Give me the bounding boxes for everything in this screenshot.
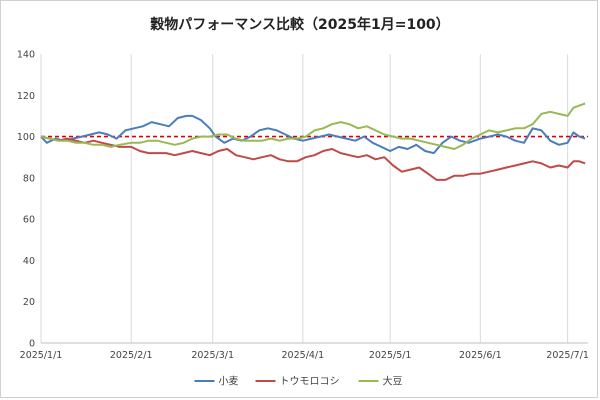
legend-label-1: トウモロコシ — [280, 376, 340, 388]
x-tick-label: 2025/6/1 — [459, 350, 502, 361]
y-tick-label: 20 — [23, 297, 35, 308]
series-line-2 — [40, 102, 586, 150]
chart-title: 穀物パフォーマンス比較（2025年1月=100） — [150, 16, 449, 33]
x-tick-label: 2025/2/1 — [110, 350, 153, 361]
legend-label-2: 大豆 — [383, 375, 403, 388]
x-tick-label: 2025/1/1 — [20, 350, 63, 361]
y-tick-label: 100 — [17, 132, 35, 143]
y-axis-ticks: 0 20 40 60 80 100 120 140 — [17, 50, 35, 350]
y-tick-label: 80 — [23, 173, 35, 184]
series-line-0 — [40, 114, 586, 155]
x-tick-label: 2025/7/1 — [546, 350, 589, 361]
x-tick-label: 2025/5/1 — [369, 350, 412, 361]
legend: 小麦 トウモロコシ 大豆 — [194, 375, 403, 388]
grid-layer — [40, 54, 588, 344]
legend-label-0: 小麦 — [219, 376, 239, 388]
x-axis-ticks: 2025/1/1 2025/2/1 2025/3/1 2025/4/1 2025/5/1… — [20, 350, 589, 361]
y-tick-label: 60 — [23, 215, 35, 226]
series-layer — [40, 102, 586, 181]
y-tick-label: 140 — [17, 50, 35, 61]
x-tick-label: 2025/4/1 — [282, 350, 325, 361]
y-tick-label: 0 — [29, 339, 35, 350]
x-tick-label: 2025/3/1 — [191, 350, 234, 361]
y-tick-label: 40 — [23, 256, 35, 267]
series-line-1 — [40, 135, 586, 181]
y-tick-label: 120 — [17, 91, 35, 102]
